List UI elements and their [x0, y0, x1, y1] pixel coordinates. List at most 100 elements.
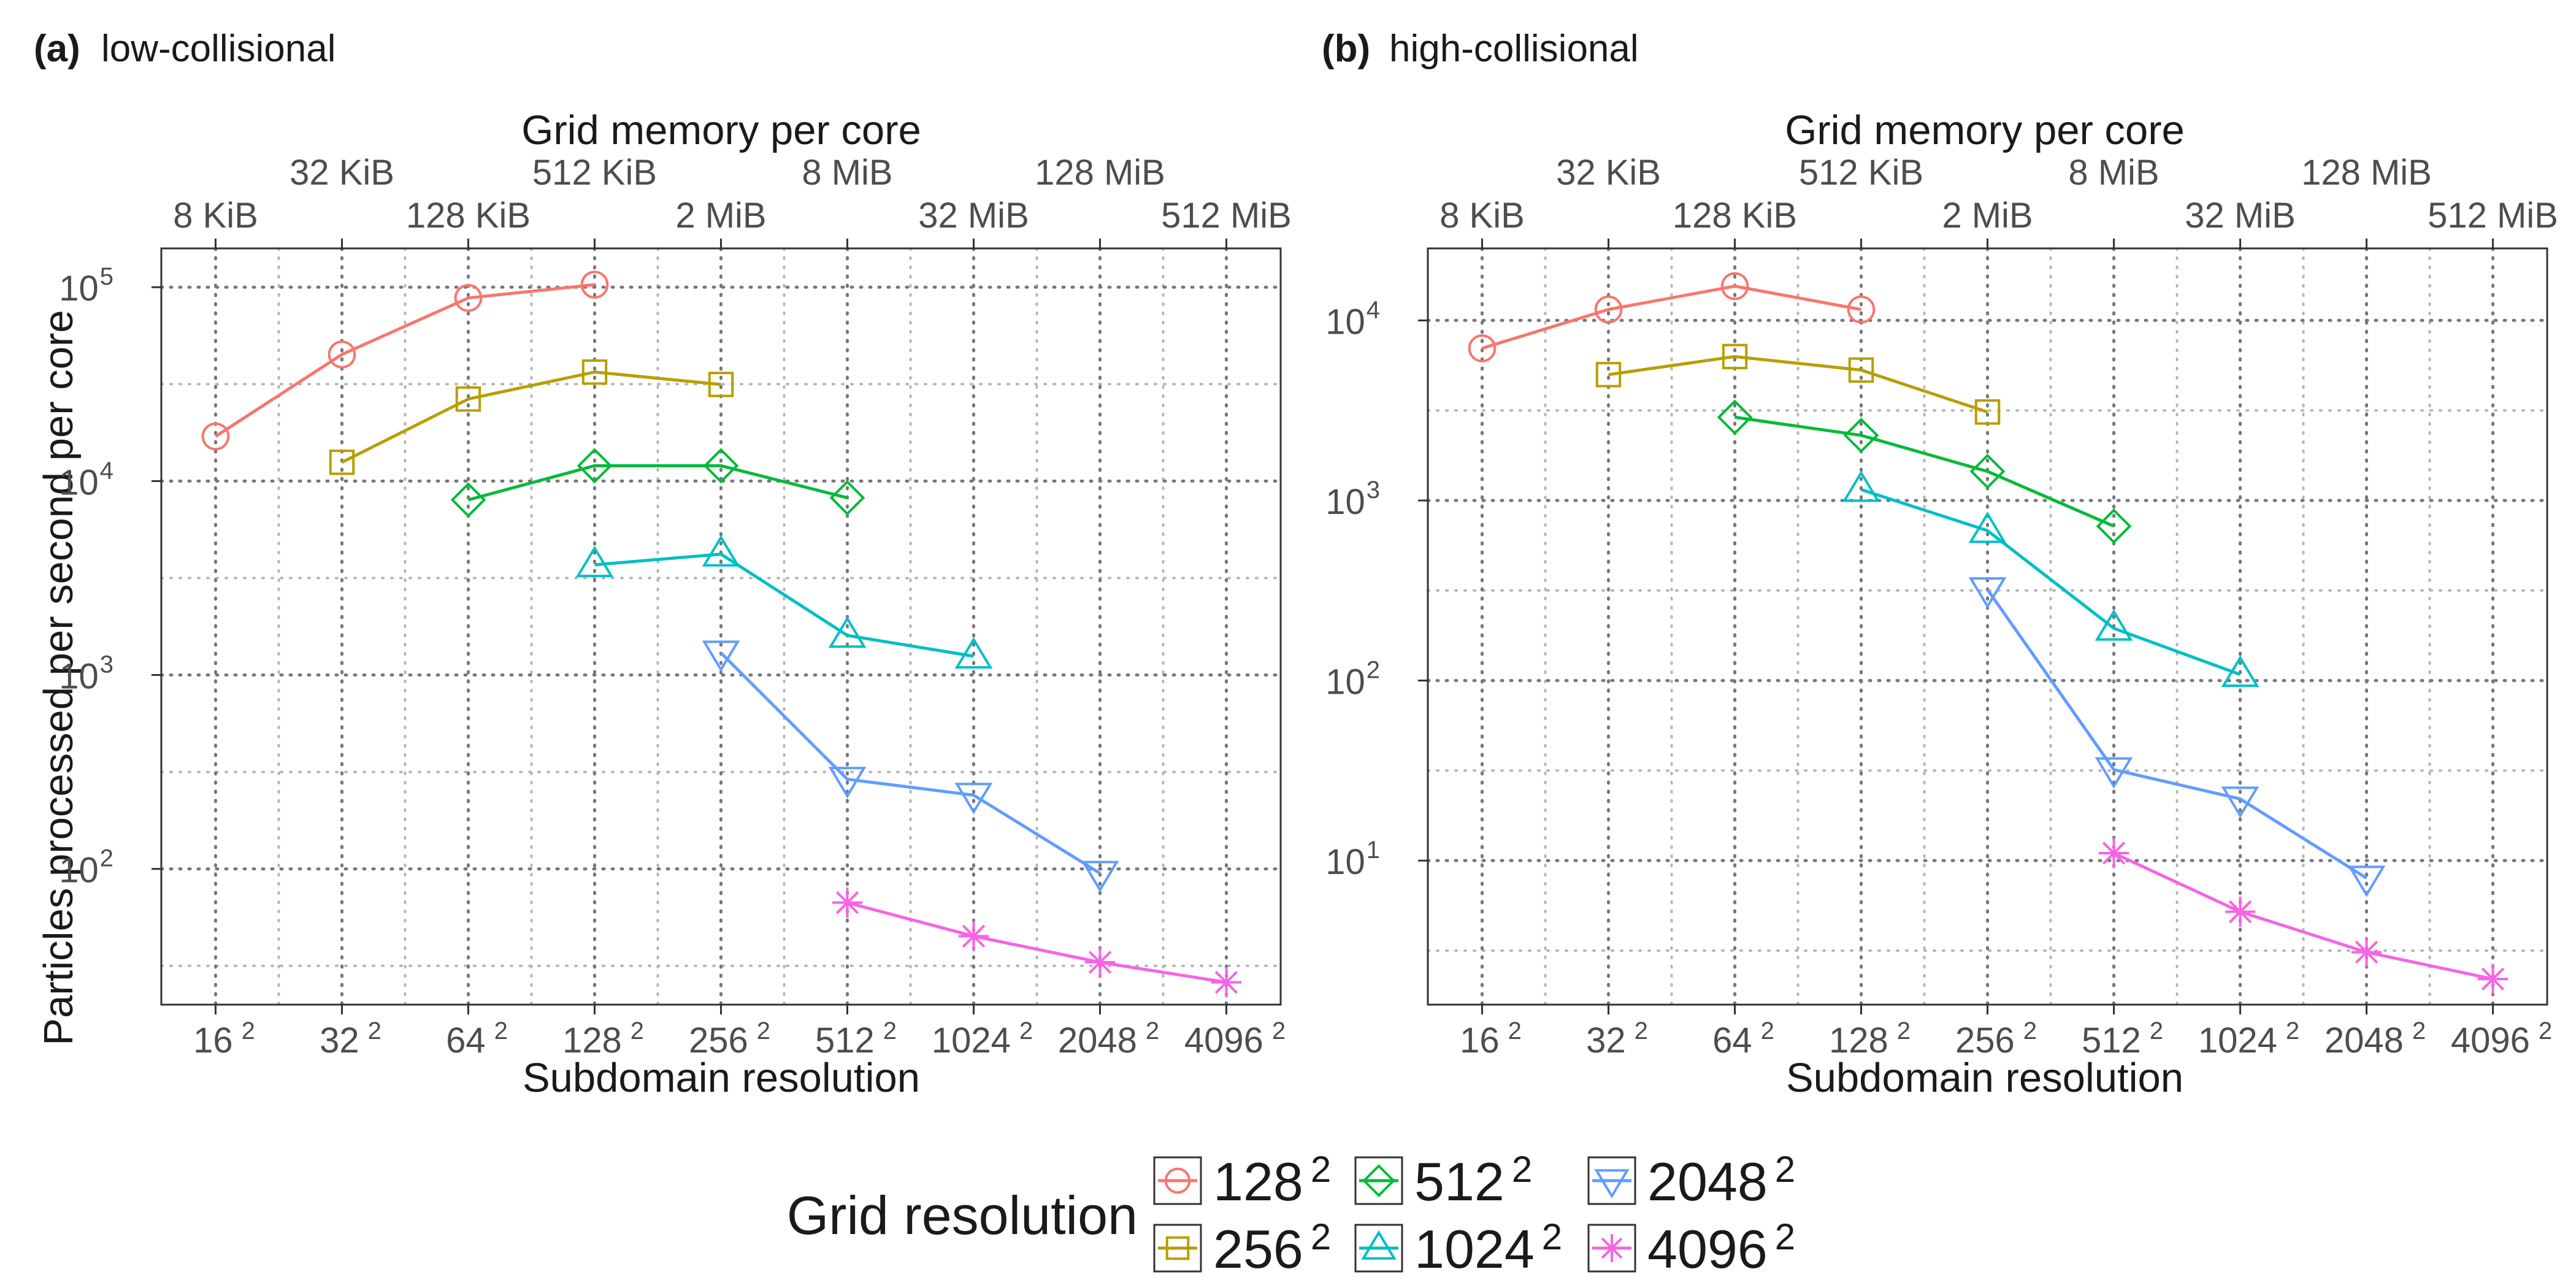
- data-point-1024: [2221, 655, 2260, 687]
- x-tick-label: 1024 2: [932, 1018, 1033, 1060]
- x-tick-label: 512 2: [815, 1018, 897, 1060]
- y-tick-exponent: 3: [1367, 477, 1380, 504]
- x-tick-exponent: 2: [2286, 1018, 2299, 1045]
- x-tick-label: 64 2: [446, 1018, 508, 1060]
- data-point-1024: [1842, 470, 1880, 502]
- y-tick-exponent: 2: [1367, 657, 1380, 684]
- x-tick-label: 1024 2: [2198, 1018, 2299, 1060]
- panel-b-axes: 16 2 32 2 64 2 128 2 256 2 512 2 1024 2 2048 2 4096 28 Ki…: [1325, 153, 2558, 1060]
- panel-b: (b) high-collisional Grid memory per cor…: [1322, 28, 2558, 1101]
- data-point-512: [1969, 453, 2006, 489]
- y-tick-exponent: 4: [1367, 296, 1380, 323]
- y-tick-label: 105: [59, 263, 113, 309]
- legend-label: 128 2: [1213, 1149, 1331, 1212]
- panel-a-title: low-collisional: [101, 28, 335, 70]
- legend-marker-triangle-down: [1594, 1169, 1630, 1199]
- y-tick-exponent: 4: [100, 457, 113, 484]
- series-line-2048: [1986, 588, 2367, 880]
- y-tick-label: 103: [59, 651, 113, 697]
- x-tick-exponent: 2: [2412, 1018, 2426, 1045]
- series-line-4096: [846, 901, 1227, 984]
- panel-a-grid: [159, 247, 1282, 1006]
- data-point-2048: [1968, 577, 2007, 609]
- x2-tick-label: 8 MiB: [2068, 153, 2159, 193]
- panel-b-title: high-collisional: [1389, 28, 1639, 70]
- panel-b-x-axis-title: Subdomain resolution: [1786, 1055, 2183, 1101]
- data-point-2048: [954, 783, 993, 815]
- data-point-512: [1717, 399, 1753, 435]
- data-point-1024: [1968, 511, 2007, 543]
- x-tick-label: 512 2: [2082, 1018, 2163, 1060]
- y-tick-exponent: 3: [100, 651, 113, 678]
- x-tick-exponent: 2: [1146, 1018, 1159, 1045]
- y-tick-label: 101: [1325, 837, 1380, 882]
- legend-title: Grid resolution: [787, 1185, 1138, 1246]
- x-tick-exponent: 2: [494, 1018, 508, 1045]
- data-point-256: [1595, 362, 1622, 388]
- series-line-1024: [1860, 488, 2241, 677]
- legend-item-2048: 2048 2: [1587, 1149, 1795, 1212]
- data-point-256: [581, 359, 608, 385]
- data-point-256: [455, 386, 481, 412]
- series-line-256: [1608, 355, 1988, 414]
- x-tick-label: 16 2: [193, 1018, 255, 1060]
- data-point-128: [1720, 272, 1749, 301]
- x-tick-exponent: 2: [1019, 1018, 1033, 1045]
- data-point-4096: [1084, 947, 1116, 978]
- data-point-256: [1974, 399, 2001, 425]
- panel-b-data: [1468, 272, 2509, 994]
- series-line-256: [341, 370, 721, 464]
- data-point-4096: [958, 921, 989, 952]
- legend-label: 1024 2: [1414, 1216, 1562, 1279]
- data-point-512: [1843, 417, 1879, 453]
- data-point-128: [454, 283, 483, 312]
- data-point-128: [580, 270, 609, 299]
- data-point-2048: [2095, 757, 2133, 789]
- data-point-256: [708, 372, 734, 397]
- data-point-128: [1594, 295, 1623, 324]
- legend-marker-circle: [1164, 1167, 1191, 1194]
- panel-a-tag: (a): [34, 28, 80, 70]
- data-point-256: [1722, 343, 1748, 370]
- data-point-4096: [2477, 964, 2509, 994]
- legend-item-512: 512 2: [1354, 1149, 1532, 1212]
- legend-marker-diamond: [1362, 1164, 1395, 1197]
- data-point-512: [577, 448, 613, 484]
- x-tick-exponent: 2: [1761, 1018, 1774, 1045]
- x-tick-exponent: 2: [1272, 1018, 1286, 1045]
- legend-item-1024: 1024 2: [1354, 1216, 1562, 1279]
- legend-label: 4096 2: [1647, 1216, 1795, 1279]
- data-point-512: [829, 480, 865, 516]
- panel-a-data: [201, 270, 1242, 998]
- series-line-4096: [2113, 851, 2494, 981]
- data-point-2048: [702, 640, 740, 672]
- data-point-4096: [2225, 896, 2256, 927]
- y-tick-label: 104: [1325, 296, 1380, 342]
- y-tick-exponent: 1: [1367, 837, 1380, 864]
- data-point-512: [703, 448, 739, 484]
- legend-item-128: 128 2: [1153, 1149, 1331, 1212]
- panel-a-axes: 16 2 32 2 64 2 128 2 256 2 512 2 1024 2 2048 2 4096 28 Ki…: [59, 153, 1292, 1060]
- x2-tick-label: 32 KiB: [289, 153, 394, 193]
- data-point-1024: [2095, 609, 2133, 641]
- x-tick-exponent: 2: [368, 1018, 381, 1045]
- x-tick-label: 256 2: [1955, 1018, 2037, 1060]
- legend-marker-square: [1165, 1236, 1190, 1260]
- data-point-128: [328, 340, 356, 369]
- panel-b-tag: (b): [1322, 28, 1370, 70]
- x-tick-exponent: 2: [242, 1018, 255, 1045]
- data-point-1024: [954, 637, 993, 669]
- x2-tick-label: 8 MiB: [802, 153, 892, 193]
- x2-tick-label: 2 MiB: [1942, 196, 2033, 236]
- legend-marker-triangle-up: [1361, 1230, 1397, 1260]
- x-tick-exponent: 2: [883, 1018, 897, 1045]
- series-line-512: [467, 464, 848, 502]
- data-point-1024: [828, 616, 867, 648]
- x-tick-label: 128 2: [1829, 1018, 1911, 1060]
- data-point-1024: [702, 535, 740, 567]
- legend-label: 256 2: [1213, 1216, 1331, 1279]
- x-tick-label: 4096 2: [2451, 1018, 2552, 1060]
- x2-tick-label: 128 KiB: [406, 196, 531, 236]
- x-tick-exponent: 2: [1635, 1018, 1648, 1045]
